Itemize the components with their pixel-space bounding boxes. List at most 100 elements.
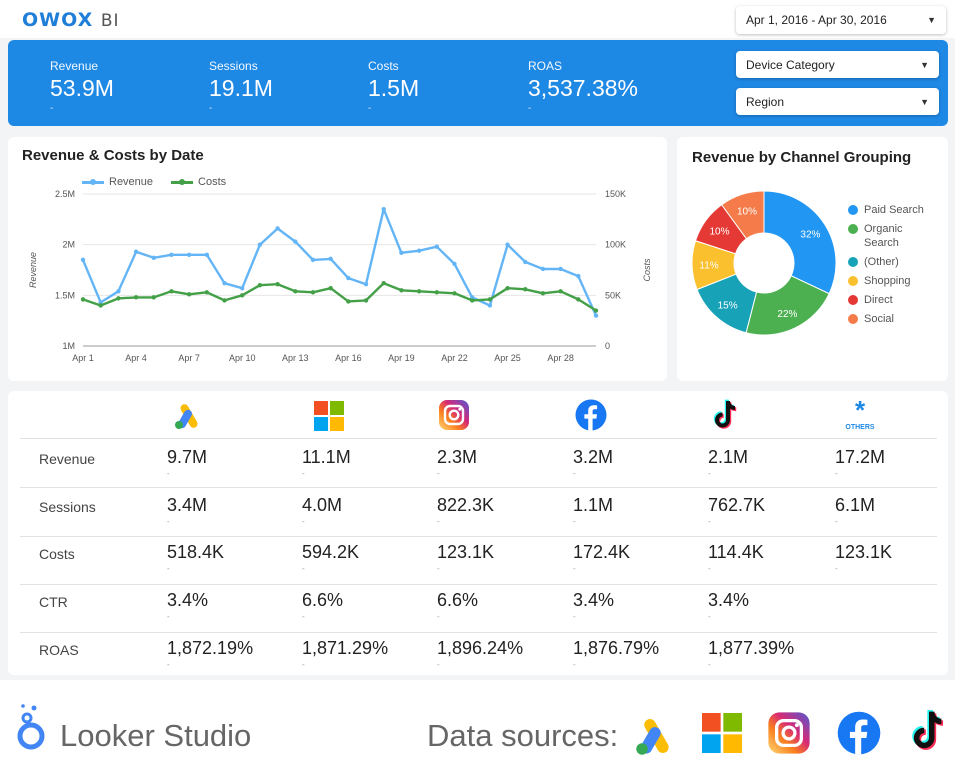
data-point-revenue[interactable] [434, 244, 439, 249]
pie-slice-paid-search[interactable] [763, 190, 837, 295]
data-point-costs[interactable] [293, 289, 298, 294]
date-range-picker[interactable]: Apr 1, 2016 - Apr 30, 2016 ▼ [736, 6, 946, 34]
data-point-revenue[interactable] [399, 250, 404, 255]
pie-slice-social[interactable] [720, 190, 765, 240]
legend-item[interactable]: (Other) [848, 255, 924, 269]
data-point-costs[interactable] [576, 297, 581, 302]
device-category-filter[interactable]: Device Category ▼ [736, 51, 939, 78]
data-point-costs[interactable] [328, 286, 333, 291]
data-point-revenue[interactable] [275, 226, 280, 231]
cell-delta: - [573, 517, 576, 526]
data-point-costs[interactable] [381, 280, 386, 286]
data-point-costs[interactable] [523, 287, 528, 292]
cell-value: 4.0M [302, 495, 343, 515]
chevron-down-icon: ▼ [920, 59, 929, 70]
data-point-revenue[interactable] [257, 242, 263, 247]
data-point-revenue[interactable] [151, 255, 156, 261]
data-point-costs[interactable] [257, 283, 263, 288]
data-point-costs[interactable] [240, 293, 245, 298]
kpi-value: 1.5M [368, 75, 420, 101]
legend-item[interactable]: Organic Search [848, 222, 924, 250]
data-point-costs[interactable] [416, 289, 422, 294]
legend-item[interactable]: Social [848, 312, 924, 326]
legend-item[interactable]: Paid Search [848, 203, 924, 217]
cell-delta: - [302, 564, 305, 573]
owox-logo[interactable]: OWOX BI [22, 9, 120, 31]
cell-value: 6.1M [835, 495, 876, 515]
data-point-costs[interactable] [151, 295, 156, 300]
data-point-revenue[interactable] [293, 239, 298, 244]
google-ads-icon [636, 719, 669, 755]
data-point-revenue[interactable] [133, 249, 139, 254]
data-point-costs[interactable] [222, 298, 227, 303]
data-point-revenue[interactable] [222, 280, 227, 286]
data-point-revenue[interactable] [576, 273, 581, 279]
data-point-revenue[interactable] [346, 275, 351, 281]
data-point-revenue[interactable] [523, 259, 528, 265]
data-point-revenue[interactable] [80, 257, 86, 263]
data-point-costs[interactable] [469, 298, 475, 303]
data-point-revenue[interactable] [98, 300, 103, 305]
legend-item[interactable]: Direct [848, 293, 924, 307]
data-point-revenue[interactable] [116, 289, 121, 294]
data-point-revenue[interactable] [204, 252, 210, 257]
data-point-revenue[interactable] [416, 248, 422, 253]
data-point-costs[interactable] [593, 308, 599, 313]
data-point-costs[interactable] [558, 289, 563, 294]
data-point-costs[interactable] [116, 296, 121, 301]
y2-tick-label: 0 [605, 341, 610, 351]
data-point-costs[interactable] [169, 289, 174, 294]
kpi-value: 53.9M [50, 75, 114, 101]
data-point-costs[interactable] [452, 291, 457, 296]
divider [20, 438, 937, 439]
data-point-costs[interactable] [80, 297, 86, 302]
region-filter[interactable]: Region ▼ [736, 88, 939, 115]
table-cell: 1,896.24% - [437, 638, 523, 669]
data-point-costs[interactable] [98, 303, 103, 308]
data-point-costs[interactable] [346, 299, 351, 304]
data-point-revenue[interactable] [169, 252, 174, 257]
legend-item[interactable]: Shopping [848, 274, 924, 288]
pie-slice-organic-search[interactable] [745, 275, 830, 336]
data-point-revenue[interactable] [505, 242, 510, 247]
data-point-revenue[interactable] [487, 303, 493, 308]
data-point-costs[interactable] [133, 295, 139, 300]
data-point-costs[interactable] [540, 291, 546, 296]
data-point-costs[interactable] [204, 290, 210, 295]
data-point-costs[interactable] [487, 297, 493, 302]
data-point-costs[interactable] [310, 290, 316, 295]
data-point-revenue[interactable] [240, 286, 245, 291]
data-point-revenue[interactable] [593, 313, 599, 318]
y-axis-label: Revenue [28, 252, 38, 288]
cell-delta: - [302, 469, 305, 478]
table-cell: 123.1K - [437, 542, 494, 573]
data-point-costs[interactable] [363, 298, 369, 303]
table-cell: 1,876.79% - [573, 638, 659, 669]
data-point-revenue[interactable] [310, 257, 316, 263]
cell-value: 3.4% [708, 590, 750, 610]
line-chart-legend: Revenue Costs [82, 176, 226, 188]
table-cell: 822.3K - [437, 495, 494, 526]
slice-label: 15% [718, 300, 738, 311]
y-tick-label: 1M [62, 341, 75, 351]
data-point-costs[interactable] [186, 292, 192, 297]
data-point-costs[interactable] [275, 281, 280, 287]
data-point-revenue[interactable] [363, 281, 369, 287]
data-point-revenue[interactable] [381, 207, 386, 212]
table-cell: 1.1M - [573, 495, 613, 526]
table-cell: 1,877.39% - [708, 638, 794, 669]
data-point-revenue[interactable] [469, 295, 475, 300]
data-point-costs[interactable] [399, 288, 404, 293]
y2-tick-label: 100K [605, 240, 626, 250]
data-point-costs[interactable] [434, 290, 439, 295]
data-point-revenue[interactable] [328, 256, 333, 262]
cell-value: 3.4M [167, 495, 208, 515]
data-point-revenue[interactable] [558, 266, 563, 272]
channel-donut-chart: 32% 22% 15% 11% 10% 10% [691, 190, 837, 336]
x-tick-label: Apr 22 [441, 353, 468, 363]
data-point-revenue[interactable] [540, 266, 546, 272]
data-point-costs[interactable] [505, 286, 510, 291]
data-point-revenue[interactable] [452, 261, 457, 267]
data-point-revenue[interactable] [186, 252, 192, 257]
legend-costs-swatch [171, 178, 194, 185]
